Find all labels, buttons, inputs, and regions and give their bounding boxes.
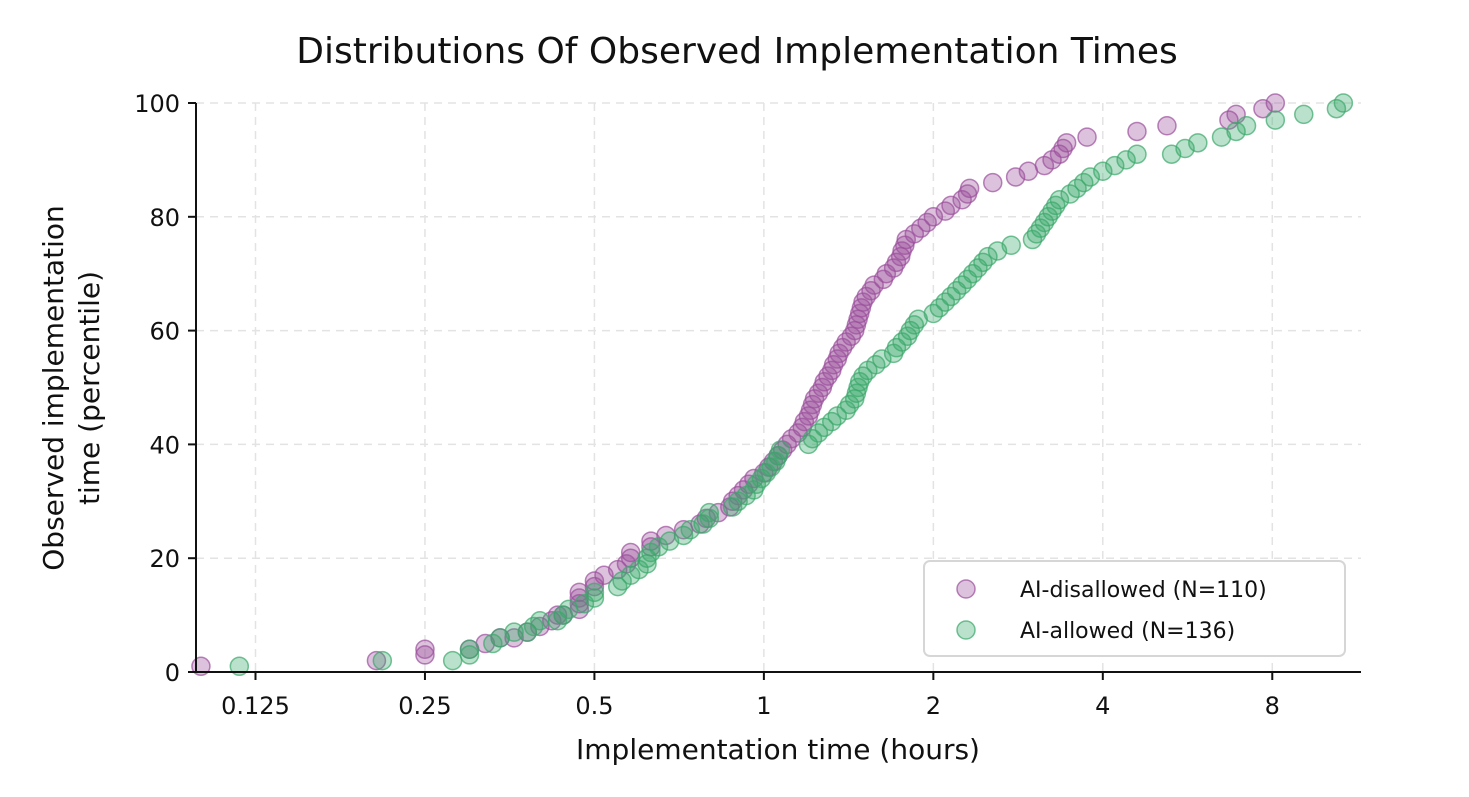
data-point bbox=[699, 508, 720, 529]
x-tick-label: 8 bbox=[1265, 692, 1280, 720]
data-point bbox=[1018, 161, 1039, 182]
data-point bbox=[620, 542, 641, 563]
data-point bbox=[929, 298, 950, 318]
data-point bbox=[530, 616, 550, 637]
data-point bbox=[861, 281, 881, 301]
data-points bbox=[191, 93, 1354, 677]
legend-label-ai-disallowed: AI-disallowed (N=110) bbox=[1020, 578, 1267, 603]
data-point bbox=[1226, 121, 1246, 142]
data-point bbox=[1077, 127, 1097, 147]
data-point bbox=[822, 411, 842, 432]
data-point bbox=[699, 502, 720, 523]
data-point bbox=[442, 650, 463, 671]
data-point bbox=[1265, 110, 1286, 130]
data-point bbox=[1294, 104, 1314, 125]
data-point bbox=[1093, 161, 1113, 182]
x-tick-label: 0.25 bbox=[398, 692, 451, 720]
x-tick-label: 0.125 bbox=[221, 692, 290, 720]
data-point bbox=[504, 622, 524, 642]
data-point bbox=[1265, 93, 1286, 113]
legend-marker-ai-disallowed bbox=[956, 579, 976, 599]
data-point bbox=[982, 172, 1003, 193]
data-point bbox=[1049, 189, 1070, 210]
data-point bbox=[229, 656, 250, 677]
x-tick-label: 0.5 bbox=[575, 692, 613, 720]
data-point bbox=[770, 440, 791, 460]
data-point bbox=[584, 571, 605, 591]
data-point bbox=[1127, 121, 1147, 142]
data-point bbox=[637, 554, 657, 574]
data-point bbox=[1104, 155, 1125, 176]
grid-lines bbox=[196, 102, 1361, 672]
data-point bbox=[547, 605, 568, 625]
data-point bbox=[722, 497, 743, 517]
y-axis-label-line-1: Observed implementation bbox=[37, 205, 70, 570]
data-point bbox=[1116, 150, 1136, 170]
data-point bbox=[841, 326, 862, 347]
data-point bbox=[978, 246, 998, 267]
data-point bbox=[959, 178, 980, 199]
chart-title: Distributions Of Observed Implementation… bbox=[296, 31, 1177, 72]
data-point bbox=[935, 201, 956, 221]
data-point bbox=[459, 639, 480, 659]
data-point bbox=[1157, 116, 1177, 136]
data-point bbox=[923, 207, 944, 227]
legend: AI-disallowed (N=110) AI-allowed (N=136) bbox=[923, 560, 1346, 657]
data-point bbox=[941, 195, 961, 216]
data-point bbox=[1056, 133, 1077, 153]
data-point bbox=[648, 537, 669, 557]
y-tick-label: 100 bbox=[134, 90, 180, 118]
data-point bbox=[1188, 133, 1208, 153]
series-ai-allowed bbox=[229, 93, 1354, 677]
data-point bbox=[952, 189, 972, 210]
x-axis-ticks: 0.125 0.25 0.5 1 2 4 8 bbox=[221, 672, 1280, 720]
x-axis-label: Implementation time (hours) bbox=[576, 733, 980, 766]
x-tick-label: 2 bbox=[926, 692, 941, 720]
y-tick-label: 20 bbox=[149, 545, 180, 573]
x-tick-label: 1 bbox=[756, 692, 771, 720]
data-point bbox=[802, 428, 823, 449]
legend-box bbox=[923, 560, 1346, 657]
data-point bbox=[1053, 138, 1073, 159]
data-point bbox=[1211, 127, 1232, 147]
data-point bbox=[1127, 144, 1147, 164]
data-point bbox=[584, 582, 605, 603]
data-point bbox=[584, 588, 605, 608]
data-point bbox=[872, 349, 892, 369]
data-point bbox=[459, 645, 480, 665]
data-point bbox=[530, 611, 550, 631]
data-point bbox=[1049, 144, 1070, 164]
y-tick-label: 40 bbox=[149, 431, 180, 459]
legend-label-ai-allowed: AI-allowed (N=136) bbox=[1020, 619, 1235, 644]
data-point bbox=[415, 645, 435, 665]
data-point bbox=[1080, 167, 1101, 187]
data-point bbox=[823, 354, 844, 375]
data-point bbox=[372, 650, 393, 671]
data-point bbox=[415, 639, 435, 659]
data-point bbox=[1333, 93, 1354, 113]
data-point bbox=[1253, 98, 1273, 119]
y-axis-label-line-2: time (percentile) bbox=[73, 271, 106, 505]
y-axis-label: Observed implementation time (percentile… bbox=[37, 205, 106, 570]
y-tick-label: 0 bbox=[165, 659, 180, 687]
y-tick-label: 60 bbox=[149, 318, 180, 346]
legend-marker-ai-allowed bbox=[956, 620, 976, 640]
y-axis-ticks: 0 20 40 60 80 100 bbox=[134, 90, 196, 687]
data-point bbox=[1001, 235, 1021, 255]
y-tick-label: 80 bbox=[149, 204, 180, 232]
data-point bbox=[553, 605, 573, 625]
x-tick-label: 4 bbox=[1095, 692, 1110, 720]
data-point bbox=[829, 343, 849, 364]
data-point bbox=[808, 423, 829, 443]
data-point bbox=[1236, 116, 1257, 136]
data-point bbox=[366, 650, 387, 671]
